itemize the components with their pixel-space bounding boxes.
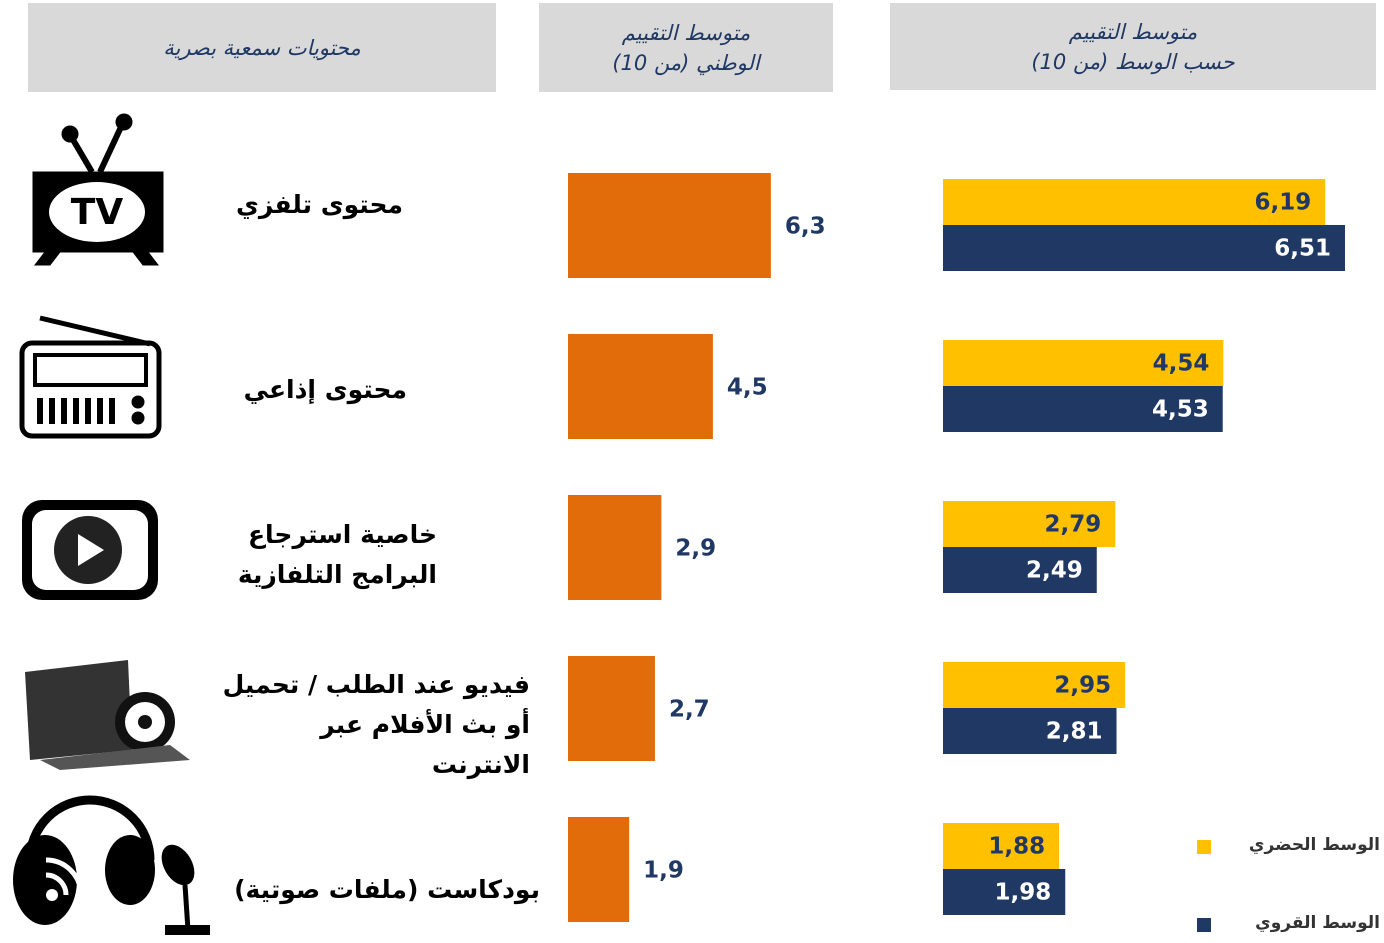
legend-label: الوسط القروي bbox=[1255, 913, 1380, 933]
bar bbox=[943, 823, 1060, 869]
value-label: 4,53 bbox=[1152, 397, 1209, 423]
bar bbox=[568, 495, 662, 600]
header-line: حسب الوسط (من 10) bbox=[1031, 49, 1235, 74]
value-label: 2,79 bbox=[1045, 512, 1102, 538]
icon-replay bbox=[22, 500, 158, 600]
bar bbox=[943, 708, 1117, 754]
bar bbox=[568, 817, 630, 922]
value-label: 2,95 bbox=[1054, 673, 1111, 699]
bar bbox=[568, 173, 771, 278]
bar bbox=[568, 334, 713, 439]
header-1: محتويات سمعية بصرية bbox=[28, 3, 496, 92]
icon-video bbox=[25, 660, 190, 770]
category-label: محتوى تلفزي bbox=[235, 190, 403, 219]
value-label: 6,3 bbox=[785, 214, 826, 240]
bar bbox=[943, 547, 1097, 593]
header-line: الوطني (من 10) bbox=[612, 50, 760, 75]
value-label: 1,98 bbox=[995, 880, 1052, 906]
value-label: 2,81 bbox=[1046, 719, 1103, 745]
svg-text:TV: TV bbox=[71, 192, 124, 233]
bar bbox=[943, 179, 1326, 225]
value-label: 1,88 bbox=[988, 834, 1045, 860]
legend-swatch bbox=[1197, 918, 1211, 932]
value-label: 1,9 bbox=[643, 858, 684, 884]
header-3: متوسط التقييم حسب الوسط (من 10) bbox=[890, 3, 1376, 90]
bar bbox=[943, 340, 1224, 386]
bar bbox=[943, 662, 1126, 708]
header-2: متوسط التقييم الوطني (من 10) bbox=[539, 3, 833, 92]
category-label: بودكاست (ملفات صوتية) bbox=[234, 875, 540, 904]
bar bbox=[568, 656, 655, 761]
value-label: 4,54 bbox=[1153, 351, 1210, 377]
category-label: محتوى إذاعي bbox=[243, 375, 407, 404]
value-label: 6,19 bbox=[1254, 190, 1311, 216]
value-label: 2,9 bbox=[675, 536, 716, 562]
header-line: متوسط التقييم bbox=[1068, 19, 1198, 44]
value-label: 6,51 bbox=[1274, 236, 1331, 262]
header-line: محتويات سمعية بصرية bbox=[163, 35, 361, 60]
category-label: خاصية استرجاع البرامج التلفازية bbox=[237, 520, 437, 589]
category-label: فيديو عند الطلب / تحميل أو بث الأفلام عب… bbox=[222, 670, 530, 779]
value-label: 2,49 bbox=[1026, 558, 1083, 584]
icon-radio bbox=[19, 315, 162, 439]
icon-podcast bbox=[13, 795, 210, 935]
bar bbox=[943, 386, 1223, 432]
value-label: 2,7 bbox=[669, 697, 710, 723]
bar bbox=[943, 869, 1066, 915]
legend-label: الوسط الحضري bbox=[1248, 835, 1380, 855]
legend-swatch bbox=[1197, 840, 1211, 854]
bar bbox=[943, 501, 1116, 547]
icon-tv: TV bbox=[32, 113, 164, 266]
header-line: متوسط التقييم bbox=[621, 20, 751, 45]
value-label: 4,5 bbox=[727, 375, 768, 401]
bar bbox=[943, 225, 1345, 271]
